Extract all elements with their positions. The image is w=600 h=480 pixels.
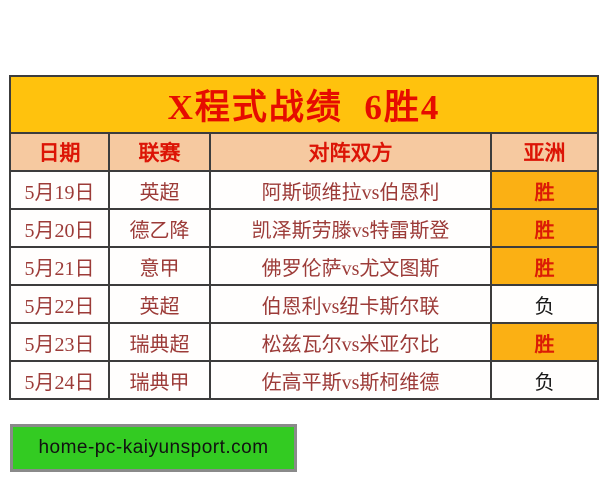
table-row: 5月19日 英超 阿斯顿维拉vs伯恩利 胜 <box>11 172 597 208</box>
table-row: 5月20日 德乙降 凯泽斯劳滕vs特雷斯登 胜 <box>11 210 597 246</box>
watermark-url: home-pc-kaiyunsport.com <box>38 437 269 458</box>
table-row: 5月24日 瑞典甲 佐高平斯vs斯柯维德 负 <box>11 362 597 398</box>
match-cell: 凯泽斯劳滕vs特雷斯登 <box>211 210 490 246</box>
watermark-box: home-pc-kaiyunsport.com <box>10 424 297 472</box>
league-cell: 瑞典甲 <box>110 362 209 398</box>
league-cell: 德乙降 <box>110 210 209 246</box>
header-asia: 亚洲 <box>492 134 597 170</box>
table-row: 5月21日 意甲 佛罗伦萨vs尤文图斯 胜 <box>11 248 597 284</box>
header-date: 日期 <box>11 134 108 170</box>
header-match: 对阵双方 <box>211 134 490 170</box>
result-cell: 负 <box>492 362 597 398</box>
date-cell: 5月19日 <box>11 172 108 208</box>
result-cell: 胜 <box>492 324 597 360</box>
match-cell: 阿斯顿维拉vs伯恩利 <box>211 172 490 208</box>
date-cell: 5月21日 <box>11 248 108 284</box>
league-cell: 英超 <box>110 172 209 208</box>
table-row: 5月22日 英超 伯恩利vs纽卡斯尔联 负 <box>11 286 597 322</box>
date-cell: 5月20日 <box>11 210 108 246</box>
table-title: X程式战绩 6胜4 <box>167 88 441 127</box>
table-title-bar: X程式战绩 6胜4 <box>11 77 597 132</box>
date-cell: 5月23日 <box>11 324 108 360</box>
result-cell: 负 <box>492 286 597 322</box>
date-cell: 5月22日 <box>11 286 108 322</box>
table-header-row: 日期 联赛 对阵双方 亚洲 <box>11 134 597 170</box>
record-table: X程式战绩 6胜4 日期 联赛 对阵双方 亚洲 5月19日 英超 阿斯顿维拉vs… <box>9 75 599 400</box>
match-cell: 佐高平斯vs斯柯维德 <box>211 362 490 398</box>
result-cell: 胜 <box>492 172 597 208</box>
league-cell: 英超 <box>110 286 209 322</box>
table-row: 5月23日 瑞典超 松兹瓦尔vs米亚尔比 胜 <box>11 324 597 360</box>
match-cell: 伯恩利vs纽卡斯尔联 <box>211 286 490 322</box>
result-cell: 胜 <box>492 210 597 246</box>
league-cell: 瑞典超 <box>110 324 209 360</box>
match-cell: 松兹瓦尔vs米亚尔比 <box>211 324 490 360</box>
league-cell: 意甲 <box>110 248 209 284</box>
header-league: 联赛 <box>110 134 209 170</box>
date-cell: 5月24日 <box>11 362 108 398</box>
result-cell: 胜 <box>492 248 597 284</box>
match-cell: 佛罗伦萨vs尤文图斯 <box>211 248 490 284</box>
